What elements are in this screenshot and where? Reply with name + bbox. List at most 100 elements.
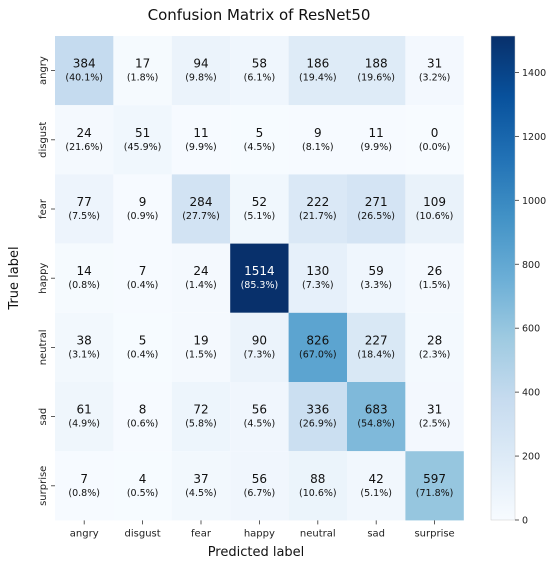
cell-count-label: 59 <box>369 264 384 278</box>
cell-percent-label: (2.3%) <box>419 349 451 360</box>
cell-count-label: 227 <box>365 333 388 347</box>
cell-count-label: 72 <box>193 403 208 417</box>
cell-percent-label: (1.8%) <box>127 73 159 84</box>
heatmap-cell <box>171 451 231 521</box>
x-tick-label: sad <box>367 528 385 539</box>
cell-percent-label: (2.5%) <box>419 419 451 430</box>
cell-count-label: 826 <box>306 333 329 347</box>
cell-percent-label: (1.4%) <box>185 280 217 291</box>
cell-percent-label: (4.5%) <box>244 419 276 430</box>
colorbar-tick-label: 0 <box>522 516 528 527</box>
cell-count-label: 7 <box>80 472 88 486</box>
cell-percent-label: (8.1%) <box>302 142 334 153</box>
cell-percent-label: (0.4%) <box>127 280 159 291</box>
cell-count-label: 26 <box>427 264 442 278</box>
cell-count-label: 31 <box>427 403 442 417</box>
chart-title: Confusion Matrix of ResNet50 <box>148 6 371 24</box>
cell-percent-label: (7.5%) <box>68 211 100 222</box>
cell-count-label: 4 <box>139 472 147 486</box>
cell-percent-label: (71.8%) <box>416 488 454 499</box>
heatmap-cell <box>288 174 347 244</box>
colorbar-gradient <box>490 35 516 521</box>
heatmap-cell <box>288 382 347 452</box>
heatmap-cell <box>347 243 406 313</box>
cell-count-label: 19 <box>193 333 208 347</box>
cell-percent-label: (0.8%) <box>68 280 100 291</box>
cell-percent-label: (54.8%) <box>357 419 395 430</box>
cell-percent-label: (19.4%) <box>299 73 337 84</box>
colorbar-tick-label: 800 <box>522 260 540 271</box>
cell-count-label: 186 <box>306 57 329 71</box>
cell-percent-label: (9.9%) <box>185 142 217 153</box>
heatmap-cell <box>55 36 114 106</box>
cell-percent-label: (7.3%) <box>302 280 334 291</box>
cell-count-label: 11 <box>193 126 208 140</box>
cell-percent-label: (0.0%) <box>419 142 451 153</box>
cell-count-label: 271 <box>365 195 388 209</box>
cell-count-label: 24 <box>193 264 208 278</box>
heatmap-cell <box>230 382 289 452</box>
x-tick-label: disgust <box>125 528 161 539</box>
cell-percent-label: (26.9%) <box>299 419 337 430</box>
colorbar-tick-label: 1200 <box>522 132 546 143</box>
cell-count-label: 51 <box>135 126 150 140</box>
cell-count-label: 7 <box>139 264 147 278</box>
cell-count-label: 336 <box>306 403 329 417</box>
cell-count-label: 28 <box>427 333 442 347</box>
x-axis: angry disgust fear happy neutral sad surprise <box>70 520 455 539</box>
y-tick-label: sad <box>38 408 49 426</box>
cell-count-label: 17 <box>135 57 150 71</box>
cell-percent-label: (0.4%) <box>127 349 159 360</box>
heatmap-cell <box>405 174 464 244</box>
colorbar-ticks: 0 200 400 600 800 1000 1200 1400 <box>515 68 546 527</box>
heatmap-cell <box>288 243 347 313</box>
heatmap-cell <box>113 243 172 313</box>
cell-count-label: 94 <box>193 57 208 71</box>
heatmap-cell <box>405 36 464 106</box>
cell-percent-label: (19.6%) <box>357 73 395 84</box>
cell-percent-label: (4.5%) <box>244 142 276 153</box>
heatmap-cell <box>230 451 289 521</box>
cell-count-label: 109 <box>423 195 446 209</box>
cell-count-label: 188 <box>365 57 388 71</box>
heatmap-cell <box>288 105 347 175</box>
heatmap-cell <box>171 174 231 244</box>
x-tick-label: fear <box>191 528 212 539</box>
cell-count-label: 61 <box>77 403 92 417</box>
heatmap-cell <box>230 105 289 175</box>
y-tick-label: fear <box>38 198 49 219</box>
cell-count-label: 1514 <box>244 264 275 278</box>
heatmap-cell <box>347 382 406 452</box>
heatmap-grid: 384(40.1%)17(1.8%)94(9.8%)58(6.1%)186(19… <box>55 36 464 521</box>
cell-percent-label: (10.6%) <box>299 488 337 499</box>
heatmap-cell <box>288 451 347 521</box>
cell-percent-label: (3.1%) <box>68 349 100 360</box>
cell-percent-label: (0.6%) <box>127 419 159 430</box>
cell-percent-label: (27.7%) <box>182 211 220 222</box>
cell-count-label: 683 <box>365 403 388 417</box>
heatmap-cell <box>113 36 172 106</box>
cell-count-label: 8 <box>139 403 147 417</box>
y-axis-label: True label <box>7 246 22 310</box>
cell-count-label: 88 <box>310 472 325 486</box>
cell-percent-label: (7.3%) <box>244 349 276 360</box>
cell-count-label: 52 <box>252 195 267 209</box>
heatmap-cell <box>405 451 464 521</box>
cell-count-label: 9 <box>314 126 322 140</box>
cell-percent-label: (6.7%) <box>244 488 276 499</box>
x-axis-label: Predicted label <box>208 545 305 560</box>
heatmap-cell <box>55 312 114 382</box>
cell-count-label: 9 <box>139 195 147 209</box>
cell-count-label: 14 <box>77 264 92 278</box>
heatmap-cell <box>113 451 172 521</box>
heatmap-cell <box>347 36 406 106</box>
heatmap-cell <box>405 382 464 452</box>
cell-count-label: 597 <box>423 472 446 486</box>
heatmap-cell <box>405 243 464 313</box>
heatmap-cell <box>171 312 231 382</box>
cell-percent-label: (1.5%) <box>419 280 451 291</box>
cell-count-label: 5 <box>256 126 264 140</box>
heatmap-cell <box>288 312 347 382</box>
heatmap-cell <box>55 451 114 521</box>
heatmap-cell <box>171 243 231 313</box>
